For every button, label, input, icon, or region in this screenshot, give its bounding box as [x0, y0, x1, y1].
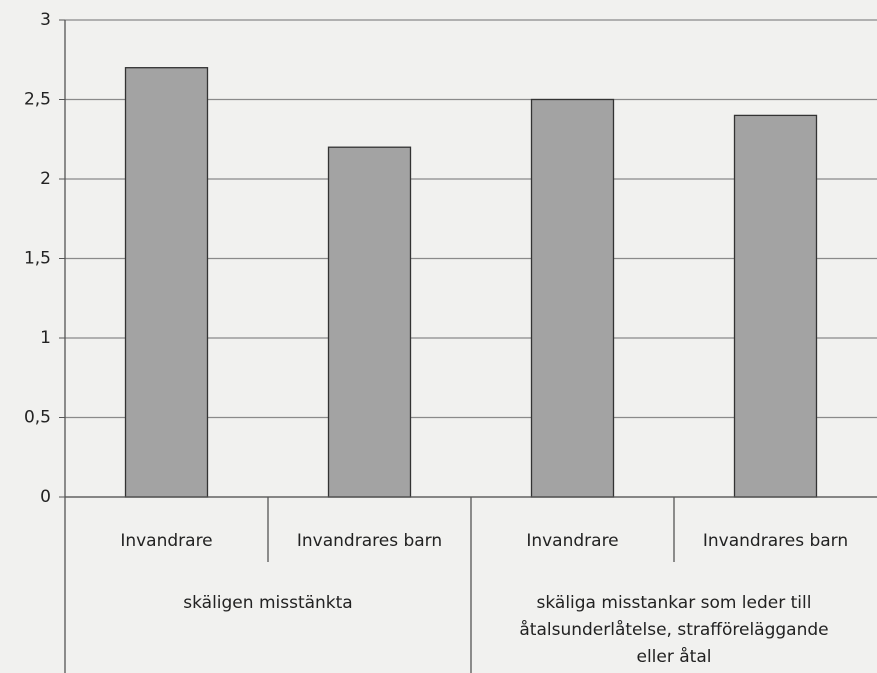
bar	[733, 114, 818, 498]
group-label: skäligen misstänkta	[183, 593, 353, 613]
y-tick-label: 2,5	[24, 90, 51, 110]
x-tick-label: Invandrares barn	[703, 531, 848, 551]
x-tick-label: Invandrares barn	[297, 531, 442, 551]
y-tick-label: 0	[40, 487, 51, 507]
bar	[124, 67, 209, 498]
group-label: skäliga misstankar som leder till åtalsu…	[519, 593, 829, 667]
bar	[327, 146, 412, 498]
x-tick-label: Invandrare	[120, 531, 212, 551]
y-tick-label: 2	[40, 169, 51, 189]
bar	[530, 98, 615, 498]
y-tick-label: 0,5	[24, 408, 51, 428]
y-tick-label: 3	[40, 10, 51, 30]
y-tick-label: 1,5	[24, 249, 51, 269]
x-tick-label: Invandrare	[526, 531, 618, 551]
y-tick-label: 1	[40, 328, 51, 348]
